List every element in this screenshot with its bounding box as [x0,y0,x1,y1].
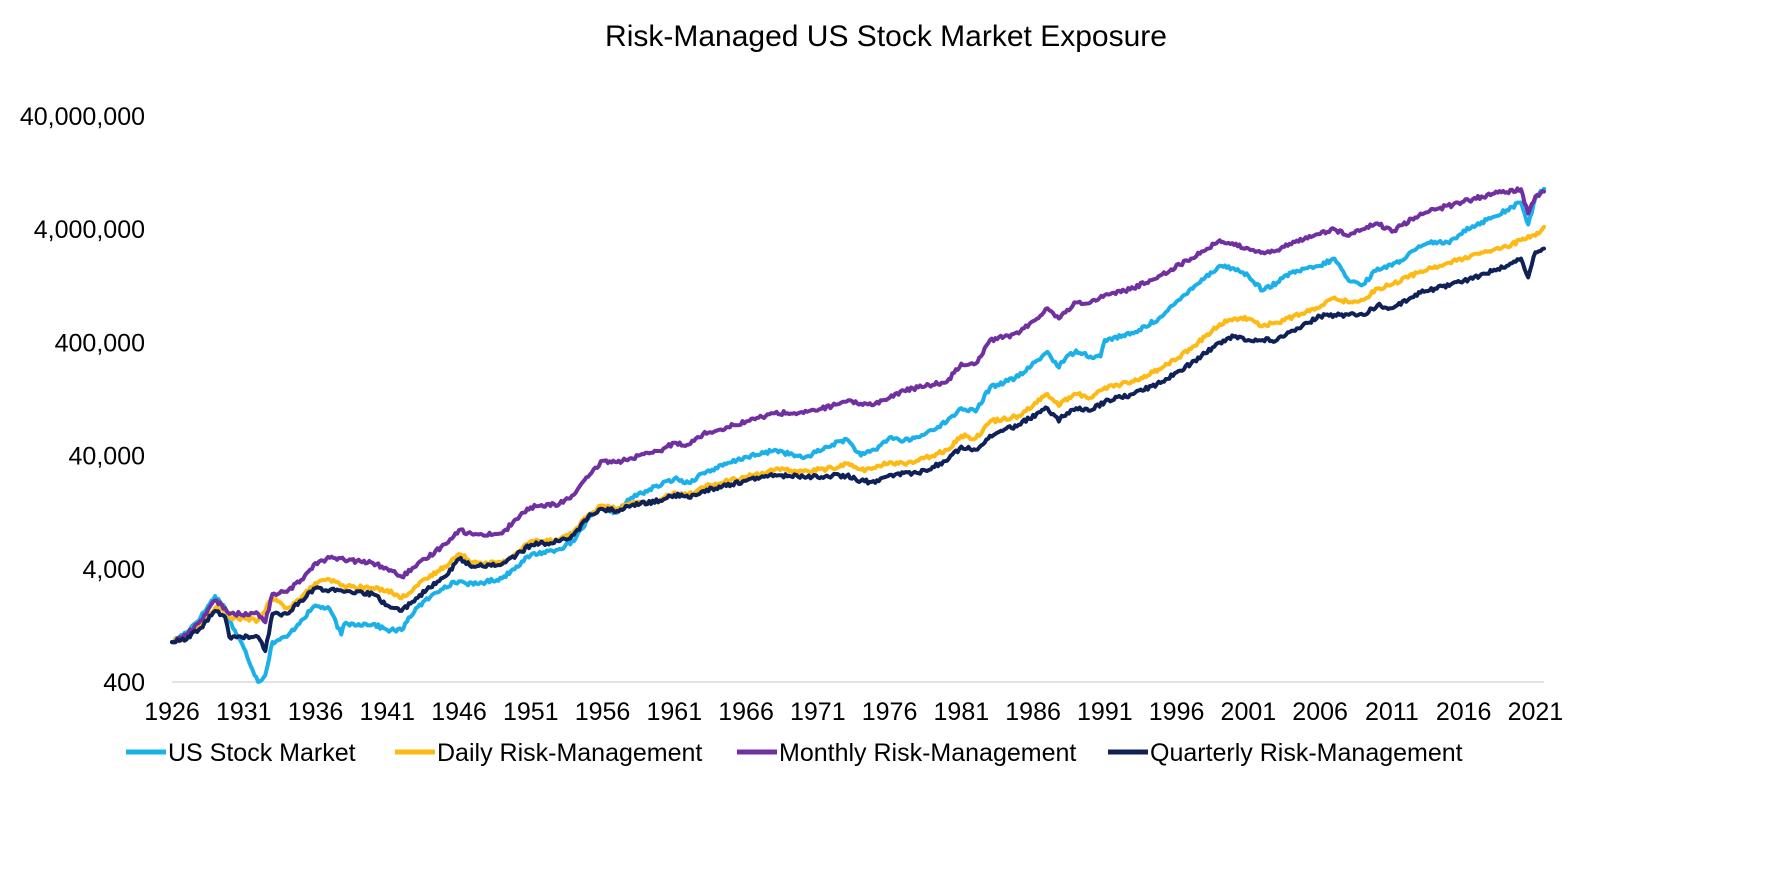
x-tick-label: 1926 [144,698,200,726]
x-tick-label: 1966 [718,698,774,726]
y-axis-ticks: 400 4,000 40,000 400,000 4,000,000 40,000,000 [20,103,145,697]
x-tick-label: 2011 [1365,698,1419,726]
x-tick-label: 1976 [862,698,918,726]
y-tick-label: 4,000 [82,556,145,584]
y-tick-label: 4,000,000 [34,216,145,244]
x-tick-label: 1961 [646,698,702,726]
x-tick-label: 1951 [503,698,559,726]
series-line-quarterly-risk-management [170,246,1546,654]
y-tick-label: 400,000 [55,329,145,357]
y-tick-label: 40,000 [69,443,145,471]
legend-item: Monthly Risk-Management [737,739,1076,767]
x-tick-label: 1981 [934,698,990,726]
x-tick-label: 1956 [575,698,631,726]
legend: US Stock Market Daily Risk-Management Mont… [126,739,1463,767]
x-tick-label: 2021 [1508,698,1564,726]
x-tick-label: 2006 [1292,698,1348,726]
series-line-monthly-risk-management [170,186,1546,645]
series-lines [170,186,1546,684]
x-tick-label: 1941 [359,698,415,726]
x-tick-label: 1971 [790,698,846,726]
x-tick-label: 1996 [1149,698,1205,726]
x-tick-label: 2001 [1221,698,1277,726]
legend-item: Quarterly Risk-Management [1108,739,1463,767]
legend-label: Monthly Risk-Management [779,739,1076,767]
series-line-us-stock-market [170,186,1546,684]
x-tick-label: 2016 [1436,698,1492,726]
x-tick-label: 1991 [1077,698,1133,726]
x-tick-label: 1946 [431,698,487,726]
legend-label: US Stock Market [168,739,356,767]
y-tick-label: 400 [103,669,145,697]
legend-item: Daily Risk-Management [395,739,702,767]
plot-area [170,186,1546,684]
legend-item: US Stock Market [126,739,356,767]
series-line-daily-risk-management [170,224,1546,645]
x-tick-label: 1931 [216,698,272,726]
chart-title: Risk-Managed US Stock Market Exposure [605,20,1167,53]
y-tick-label: 40,000,000 [20,103,145,131]
x-tick-label: 1936 [288,698,344,726]
legend-label: Daily Risk-Management [437,739,702,767]
legend-label: Quarterly Risk-Management [1150,739,1463,767]
x-axis-ticks: 1926 1931 1936 1941 1946 1951 1956 1961 1966 1971… [144,698,1563,726]
x-tick-label: 1986 [1005,698,1061,726]
